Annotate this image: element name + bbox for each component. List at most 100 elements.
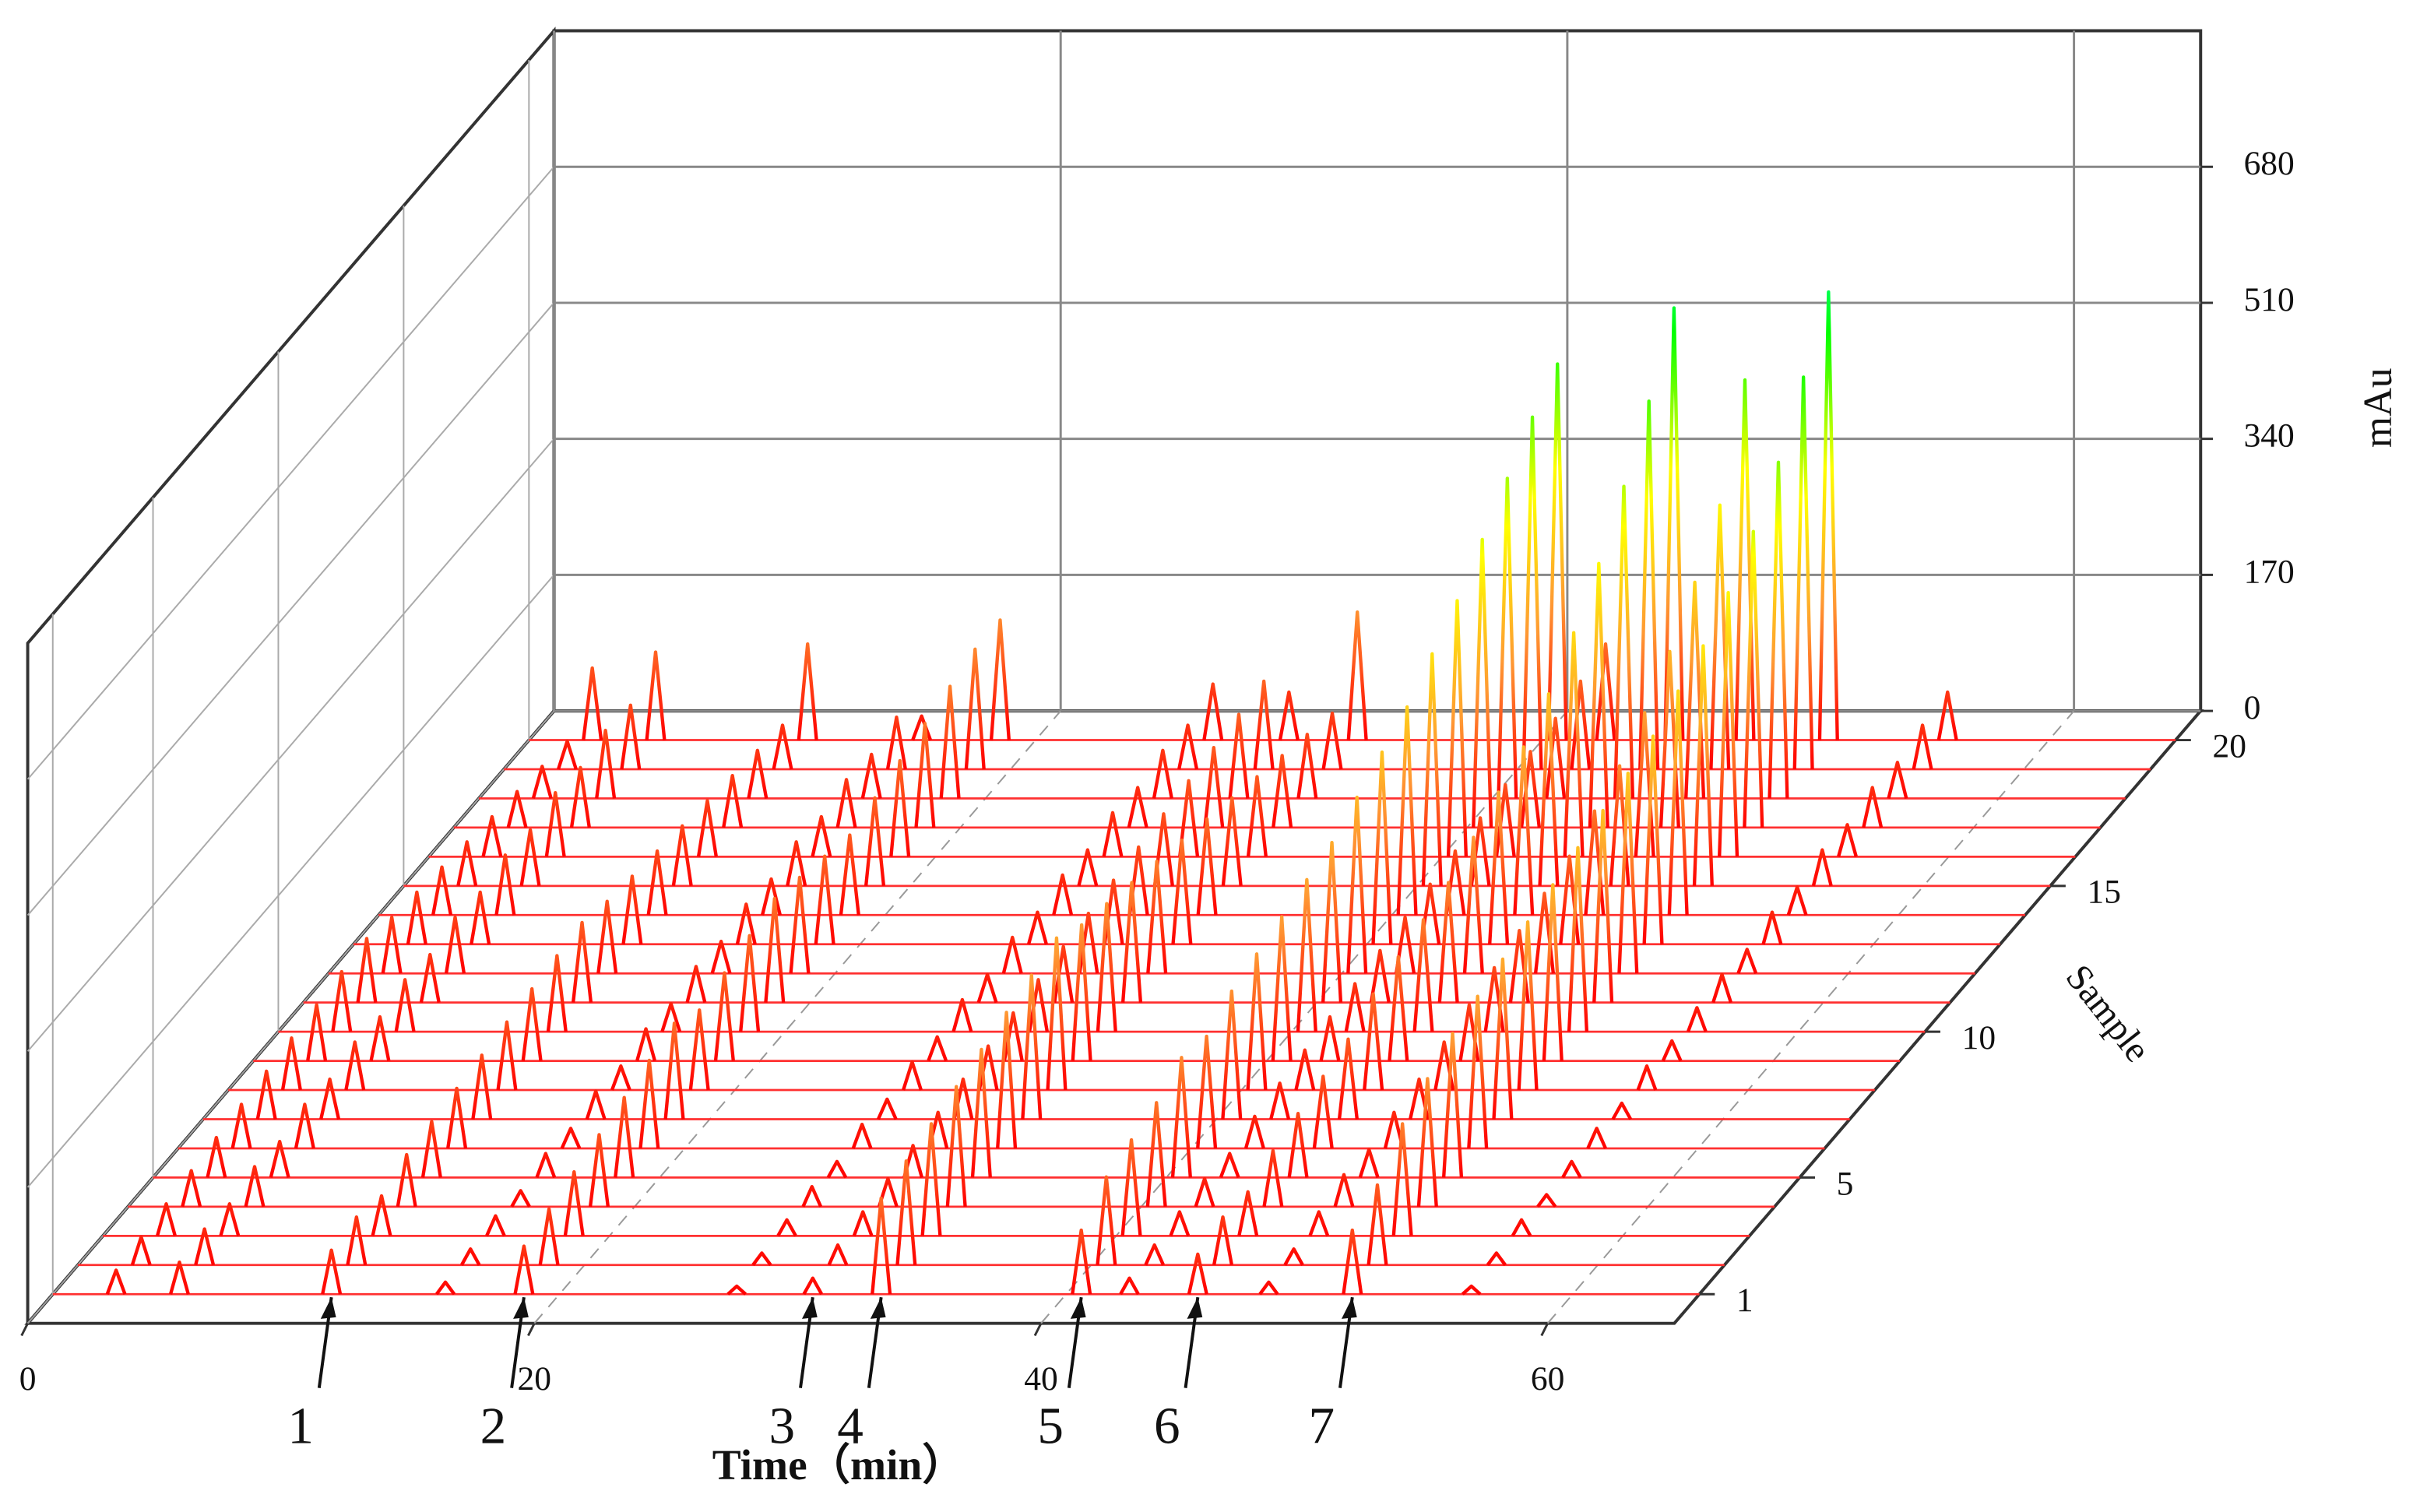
- peak: [1052, 873, 1074, 916]
- peak: [1642, 734, 1664, 944]
- peak: [776, 1218, 797, 1237]
- peak: [713, 971, 735, 1061]
- annotation-arrowhead: [513, 1297, 529, 1319]
- peak: [321, 1248, 343, 1295]
- peak: [1170, 1056, 1192, 1178]
- peak: [1228, 712, 1250, 799]
- peak: [1071, 1228, 1092, 1295]
- peak: [206, 1135, 227, 1178]
- peak: [1246, 775, 1268, 857]
- peak: [920, 1122, 942, 1236]
- peak: [155, 1202, 177, 1236]
- peak: [1663, 306, 1685, 740]
- peak: [1021, 973, 1043, 1120]
- peak: [1046, 936, 1068, 1091]
- peak: [747, 748, 769, 799]
- peak: [1337, 1037, 1359, 1120]
- peak: [1736, 948, 1758, 974]
- peak: [1395, 916, 1416, 974]
- peak: [1521, 415, 1543, 770]
- peak: [976, 972, 998, 1004]
- peak: [1196, 1034, 1218, 1149]
- peak: [610, 1064, 631, 1091]
- annotation-arrowhead: [870, 1297, 886, 1319]
- peak: [1369, 948, 1391, 1004]
- z-tick-label: 20: [2212, 727, 2246, 765]
- peak: [444, 916, 466, 974]
- x-tick-label: 20: [518, 1360, 551, 1398]
- peak: [1718, 591, 1739, 857]
- peak: [1538, 692, 1560, 886]
- peak: [306, 1003, 328, 1061]
- peak: [671, 824, 693, 887]
- peak: [1346, 795, 1368, 974]
- peak: [1667, 689, 1689, 916]
- peak: [1391, 1122, 1413, 1236]
- peak: [1308, 1210, 1330, 1237]
- peak: [1120, 1138, 1142, 1236]
- peak: [996, 1011, 1018, 1149]
- peak: [851, 1122, 873, 1149]
- peak: [496, 1020, 518, 1091]
- peak: [1536, 1193, 1557, 1208]
- peak: [1221, 796, 1243, 887]
- peak: [1588, 561, 1609, 828]
- peak: [485, 1214, 506, 1237]
- peak: [646, 849, 668, 916]
- peak: [839, 833, 860, 916]
- peak: [789, 875, 811, 974]
- peak: [797, 642, 818, 740]
- x-tick-label: 60: [1531, 1360, 1564, 1398]
- peak: [614, 1095, 635, 1178]
- peak: [826, 1159, 848, 1179]
- peak: [1396, 705, 1418, 916]
- peak: [889, 758, 911, 857]
- peak: [569, 765, 591, 828]
- annotation-label: 3: [769, 1396, 795, 1454]
- peak: [459, 1247, 481, 1266]
- peak: [1887, 761, 1908, 799]
- grid-line: [26, 166, 555, 780]
- peak: [621, 874, 643, 945]
- peak: [885, 716, 907, 770]
- peak: [560, 1127, 582, 1149]
- peak: [396, 1152, 417, 1208]
- annotation-label: 4: [837, 1396, 864, 1454]
- peak: [230, 1102, 252, 1149]
- peak: [470, 890, 491, 945]
- peak: [739, 934, 761, 1032]
- peak: [596, 899, 618, 974]
- peak: [735, 902, 757, 945]
- peak: [1570, 679, 1592, 770]
- peak: [510, 1189, 531, 1208]
- peak: [419, 952, 441, 1004]
- annotation-label: 1: [287, 1396, 314, 1454]
- grid-line: [26, 710, 555, 1324]
- y-tick-label: 680: [2244, 145, 2295, 182]
- peak: [356, 937, 378, 1003]
- peak: [521, 986, 543, 1061]
- peak: [280, 1036, 302, 1091]
- y-tick-label: 170: [2244, 553, 2295, 590]
- peak: [294, 1102, 315, 1149]
- peak: [1169, 1210, 1191, 1237]
- peak: [1096, 902, 1117, 1032]
- peak: [939, 684, 961, 799]
- peak: [181, 1169, 202, 1208]
- peak: [951, 997, 973, 1032]
- peak: [1152, 748, 1173, 799]
- peak: [595, 728, 617, 799]
- peak: [535, 1152, 557, 1179]
- peak: [964, 647, 986, 770]
- peak: [371, 1194, 392, 1236]
- peak: [871, 1196, 892, 1295]
- peak: [1611, 1101, 1633, 1120]
- peak: [571, 920, 593, 1003]
- annotation-label: 5: [1037, 1396, 1064, 1454]
- peak: [927, 1035, 948, 1062]
- peak: [1786, 885, 1808, 916]
- annotation-label: 2: [480, 1396, 507, 1454]
- peak: [1272, 754, 1293, 828]
- peak: [1287, 1112, 1309, 1178]
